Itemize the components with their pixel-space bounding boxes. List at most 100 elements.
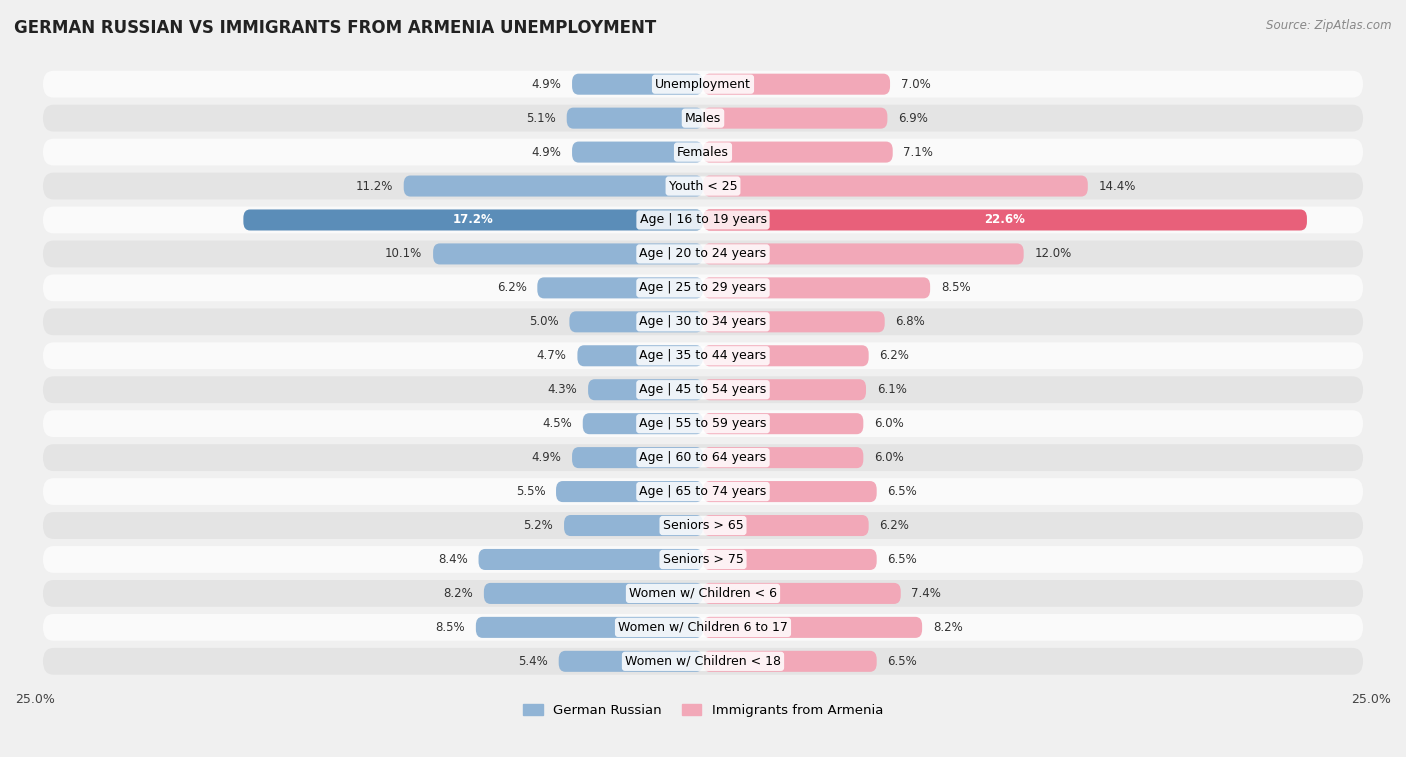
FancyBboxPatch shape [243,210,703,230]
Text: 4.9%: 4.9% [531,145,561,158]
Text: 5.0%: 5.0% [529,316,558,329]
Text: 6.5%: 6.5% [887,485,917,498]
Text: 4.7%: 4.7% [537,349,567,363]
FancyBboxPatch shape [703,107,887,129]
FancyBboxPatch shape [703,244,1024,264]
FancyBboxPatch shape [703,176,1088,197]
Text: 6.5%: 6.5% [887,553,917,566]
Text: Females: Females [678,145,728,158]
Text: Seniors > 65: Seniors > 65 [662,519,744,532]
Text: Youth < 25: Youth < 25 [669,179,737,192]
FancyBboxPatch shape [572,447,703,468]
Text: 7.4%: 7.4% [911,587,941,600]
FancyBboxPatch shape [44,241,1362,267]
Text: 11.2%: 11.2% [356,179,394,192]
FancyBboxPatch shape [475,617,703,638]
FancyBboxPatch shape [44,614,1362,640]
FancyBboxPatch shape [484,583,703,604]
Text: 8.2%: 8.2% [443,587,474,600]
FancyBboxPatch shape [44,546,1362,573]
FancyBboxPatch shape [44,512,1362,539]
Text: 8.5%: 8.5% [436,621,465,634]
Text: Age | 55 to 59 years: Age | 55 to 59 years [640,417,766,430]
FancyBboxPatch shape [588,379,703,400]
Text: Women w/ Children 6 to 17: Women w/ Children 6 to 17 [619,621,787,634]
FancyBboxPatch shape [44,580,1362,607]
Text: 6.0%: 6.0% [875,417,904,430]
Text: 5.1%: 5.1% [526,111,555,125]
Text: Age | 65 to 74 years: Age | 65 to 74 years [640,485,766,498]
Text: Age | 30 to 34 years: Age | 30 to 34 years [640,316,766,329]
FancyBboxPatch shape [44,308,1362,335]
Text: Age | 60 to 64 years: Age | 60 to 64 years [640,451,766,464]
Text: 14.4%: 14.4% [1098,179,1136,192]
Text: 22.6%: 22.6% [984,213,1025,226]
FancyBboxPatch shape [44,207,1362,233]
FancyBboxPatch shape [578,345,703,366]
Text: 6.5%: 6.5% [887,655,917,668]
FancyBboxPatch shape [478,549,703,570]
Text: 6.2%: 6.2% [879,519,910,532]
FancyBboxPatch shape [555,481,703,502]
Text: Age | 25 to 29 years: Age | 25 to 29 years [640,282,766,294]
Text: 6.9%: 6.9% [898,111,928,125]
Text: 4.9%: 4.9% [531,78,561,91]
Text: Age | 20 to 24 years: Age | 20 to 24 years [640,248,766,260]
Text: 8.2%: 8.2% [932,621,963,634]
Text: Males: Males [685,111,721,125]
FancyBboxPatch shape [703,345,869,366]
Text: Age | 16 to 19 years: Age | 16 to 19 years [640,213,766,226]
Text: 8.4%: 8.4% [439,553,468,566]
FancyBboxPatch shape [433,244,703,264]
FancyBboxPatch shape [44,648,1362,674]
FancyBboxPatch shape [582,413,703,435]
FancyBboxPatch shape [44,410,1362,437]
FancyBboxPatch shape [44,376,1362,403]
FancyBboxPatch shape [567,107,703,129]
FancyBboxPatch shape [569,311,703,332]
FancyBboxPatch shape [404,176,703,197]
FancyBboxPatch shape [703,447,863,468]
Text: Age | 45 to 54 years: Age | 45 to 54 years [640,383,766,396]
FancyBboxPatch shape [703,210,1308,230]
FancyBboxPatch shape [564,515,703,536]
FancyBboxPatch shape [703,73,890,95]
Text: Unemployment: Unemployment [655,78,751,91]
FancyBboxPatch shape [703,549,877,570]
FancyBboxPatch shape [44,104,1362,132]
FancyBboxPatch shape [44,70,1362,98]
Text: Women w/ Children < 18: Women w/ Children < 18 [626,655,780,668]
Text: 12.0%: 12.0% [1035,248,1071,260]
FancyBboxPatch shape [572,73,703,95]
Text: Seniors > 75: Seniors > 75 [662,553,744,566]
FancyBboxPatch shape [44,342,1362,369]
FancyBboxPatch shape [703,481,877,502]
Text: 6.1%: 6.1% [877,383,907,396]
Text: 5.2%: 5.2% [523,519,554,532]
Text: 6.0%: 6.0% [875,451,904,464]
Text: 7.1%: 7.1% [904,145,934,158]
Text: Age | 35 to 44 years: Age | 35 to 44 years [640,349,766,363]
FancyBboxPatch shape [703,311,884,332]
Text: 4.9%: 4.9% [531,451,561,464]
FancyBboxPatch shape [558,651,703,672]
FancyBboxPatch shape [537,277,703,298]
Text: 6.8%: 6.8% [896,316,925,329]
Text: 4.5%: 4.5% [543,417,572,430]
FancyBboxPatch shape [44,275,1362,301]
Text: 4.3%: 4.3% [548,383,578,396]
Text: 6.2%: 6.2% [879,349,910,363]
FancyBboxPatch shape [703,379,866,400]
Text: 17.2%: 17.2% [453,213,494,226]
Text: 5.4%: 5.4% [519,655,548,668]
Text: Source: ZipAtlas.com: Source: ZipAtlas.com [1267,19,1392,32]
FancyBboxPatch shape [44,139,1362,166]
Text: Women w/ Children < 6: Women w/ Children < 6 [628,587,778,600]
Legend: German Russian, Immigrants from Armenia: German Russian, Immigrants from Armenia [517,698,889,722]
FancyBboxPatch shape [703,277,931,298]
Text: 5.5%: 5.5% [516,485,546,498]
FancyBboxPatch shape [703,142,893,163]
Text: 8.5%: 8.5% [941,282,970,294]
FancyBboxPatch shape [703,583,901,604]
FancyBboxPatch shape [44,173,1362,199]
